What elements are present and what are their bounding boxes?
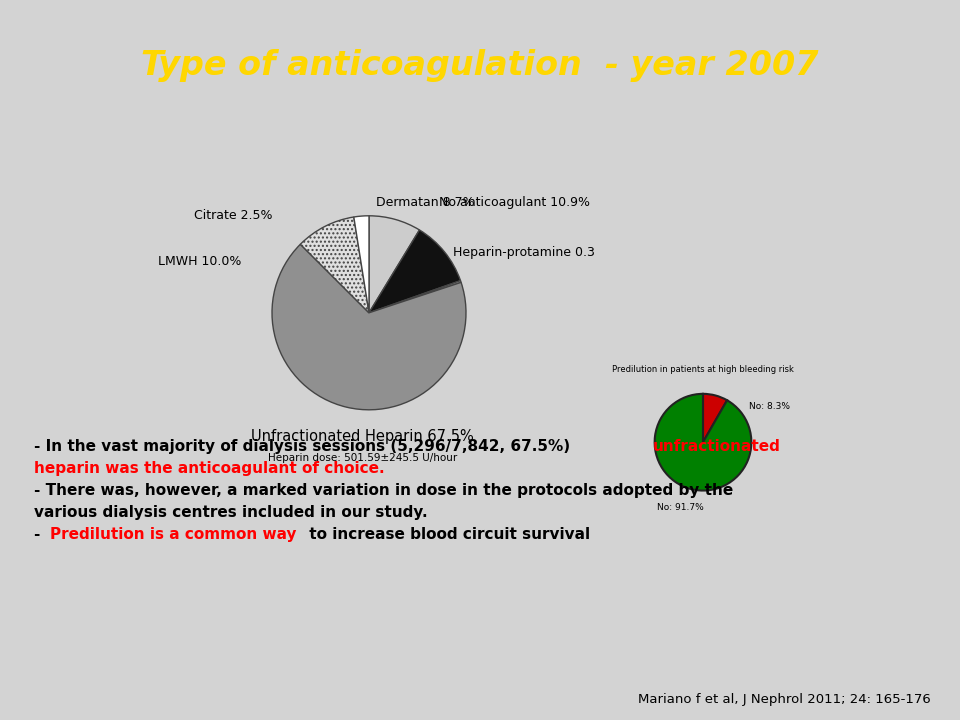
Wedge shape [272, 244, 466, 410]
Wedge shape [369, 230, 461, 312]
Wedge shape [354, 216, 369, 312]
Text: - In the vast majority of dialysis sessions (5,296/7,842, 67.5%): - In the vast majority of dialysis sessi… [34, 439, 575, 454]
Text: No anticoagulant 10.9%: No anticoagulant 10.9% [439, 196, 590, 209]
Text: Unfractionated Heparin 67.5%: Unfractionated Heparin 67.5% [251, 429, 473, 444]
Text: Predilution is a common way: Predilution is a common way [50, 527, 297, 542]
Wedge shape [369, 281, 461, 312]
Wedge shape [655, 394, 752, 490]
Text: to increase blood circuit survival: to increase blood circuit survival [304, 527, 590, 542]
Text: Heparin-protamine 0.3: Heparin-protamine 0.3 [452, 246, 594, 258]
Wedge shape [703, 394, 727, 442]
Wedge shape [369, 216, 420, 312]
Text: LMWH 10.0%: LMWH 10.0% [157, 255, 241, 268]
Text: unfractionated: unfractionated [653, 439, 780, 454]
Wedge shape [300, 217, 369, 312]
Text: heparin was the anticoagulant of choice.: heparin was the anticoagulant of choice. [34, 461, 384, 476]
Text: Predilution in patients at high bleeding risk: Predilution in patients at high bleeding… [612, 366, 794, 374]
Text: Heparin dose: 501.59±245.5 U/hour: Heparin dose: 501.59±245.5 U/hour [268, 454, 457, 463]
Text: Dermatan 8.7%: Dermatan 8.7% [375, 196, 474, 209]
Text: Citrate 2.5%: Citrate 2.5% [194, 210, 272, 222]
Text: various dialysis centres included in our study.: various dialysis centres included in our… [34, 505, 427, 520]
Text: Mariano f et al, J Nephrol 2011; 24: 165-176: Mariano f et al, J Nephrol 2011; 24: 165… [638, 693, 931, 706]
Text: - There was, however, a marked variation in dose in the protocols adopted by the: - There was, however, a marked variation… [34, 483, 732, 498]
Text: No: 91.7%: No: 91.7% [657, 503, 704, 513]
Text: Type of anticoagulation  - year 2007: Type of anticoagulation - year 2007 [141, 48, 819, 81]
Text: No: 8.3%: No: 8.3% [750, 402, 790, 411]
Text: -: - [34, 527, 45, 542]
